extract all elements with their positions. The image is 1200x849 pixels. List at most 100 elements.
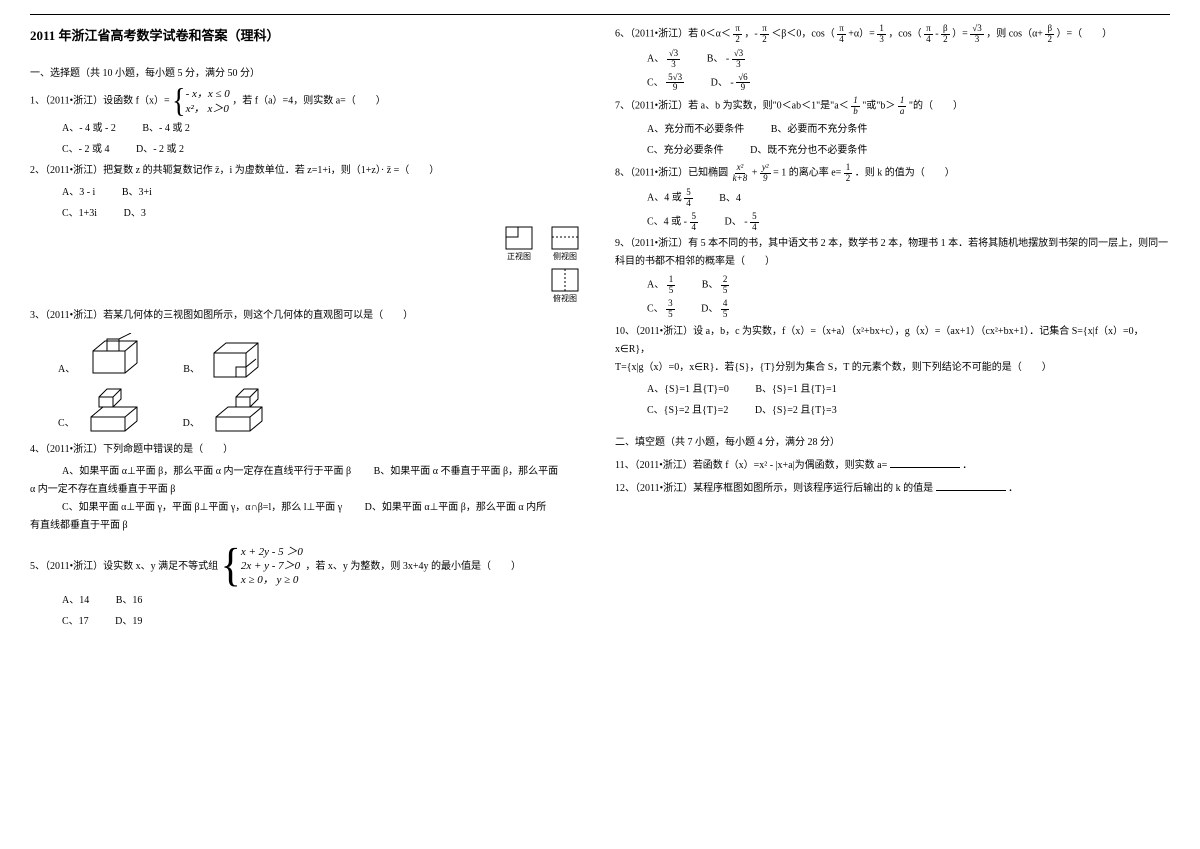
q10-opt-d: D、{S}=2 且{T}=3 xyxy=(755,402,837,420)
doc-title: 2011 年浙江省高考数学试卷和答案（理科） xyxy=(30,24,585,47)
q7-c: "的（ ） xyxy=(909,101,963,112)
q10-options: A、{S}=1 且{T}=0 B、{S}=1 且{T}=1 C、{S}=2 且{… xyxy=(615,381,1170,420)
front-view-icon xyxy=(505,226,533,250)
q5-opt-a: A、14 xyxy=(62,592,89,610)
q2-opt-a: A、3 - i xyxy=(62,184,95,202)
q12-stem: 12、（2011•浙江）某程序框图如图所示，则该程序运行后输出的 k 的值是 xyxy=(615,483,933,494)
q2-opt-d: D、3 xyxy=(124,205,146,223)
q4-options: A、如果平面 α⊥平面 β，那么平面 α 内一定存在直线平行于平面 β B、如果… xyxy=(30,463,585,535)
q8-options: A、4 或 54 B、4 C、4 或 - 54 D、 - 54 xyxy=(615,188,1170,233)
solid-d-icon xyxy=(210,387,268,433)
q8-b: 的离心率 e= xyxy=(789,168,842,179)
q1-stem-b: ，若 f（a）=4，则实数 a=（ ） xyxy=(232,96,386,107)
q10-opt-a: A、{S}=1 且{T}=0 xyxy=(647,381,729,399)
q5: 5、（2011•浙江）设实数 x、y 满足不等式组 { x + 2y - 5 ＞… xyxy=(30,545,585,588)
q9: 9、（2011•浙江）有 5 本不同的书，其中语文书 2 本，数学书 2 本，物… xyxy=(615,235,1170,271)
q7-a: 7、（2011•浙江）若 a、b 为实数，则"0＜ab＜1"是"a＜ xyxy=(615,101,849,112)
q1-opt-b: B、- 4 或 2 xyxy=(142,120,190,138)
q1: 1、（2011•浙江）设函数 f（x）= { - x，x ≤ 0 x²， x＞0… xyxy=(30,87,585,116)
q9-options: A、 15 B、 25 C、 35 D、 45 xyxy=(615,275,1170,320)
q6: 6、（2011•浙江）若 0＜α＜ π2 ，- π2 ＜β＜0，cos（ π4 … xyxy=(615,24,1170,45)
page: 2011 年浙江省高考数学试卷和答案（理科） 一、选择题（共 10 小题，每小题… xyxy=(0,0,1200,849)
q3-label-d: D、 xyxy=(183,415,200,433)
q10-l2: T={x|g（x）=0，x∈R}．若{S}，{T}分别为集合 S，T 的元素个数… xyxy=(615,359,1170,377)
q4-opt-b-1: B、如果平面 α 不垂直于平面 β，那么平面 xyxy=(374,466,559,477)
q5-system: { x + 2y - 5 ＞0 2x + y - 7＞0 x ≥ 0， y ≥ … xyxy=(221,545,303,588)
q2-opt-c: C、1+3i xyxy=(62,205,97,223)
side-view-icon xyxy=(551,226,579,250)
q1-stem-a: 1、（2011•浙江）设函数 f（x）= xyxy=(30,96,170,107)
q12-blank xyxy=(936,479,1006,491)
q3-label-c: C、 xyxy=(58,415,75,433)
q6-a: 6、（2011•浙江）若 0＜α＜ xyxy=(615,29,731,40)
q5-stem-a: 5、（2011•浙江）设实数 x、y 满足不等式组 xyxy=(30,561,218,572)
q6-e: ，cos（ xyxy=(888,29,921,40)
q11: 11、（2011•浙江）若函数 f（x）=x² - |x+a|为偶函数，则实数 … xyxy=(615,456,1170,475)
q6-i: ）=（ ） xyxy=(1057,29,1113,40)
q7-opt-d: D、既不充分也不必要条件 xyxy=(750,142,867,160)
q6-h: ，则 cos（α+ xyxy=(986,29,1043,40)
q6-b: ，- xyxy=(744,29,757,40)
q1-case-top: - x，x ≤ 0 xyxy=(186,87,230,101)
q4-opt-b-2: α 内一定不存在直线垂直于平面 β xyxy=(30,481,585,499)
q8-a: 8、（2011•浙江）已知椭圆 xyxy=(615,168,728,179)
q2: 2、（2011•浙江）把复数 z 的共轭复数记作 z̄，i 为虚数单位．若 z=… xyxy=(30,162,585,180)
q7-opt-b: B、必要而不充分条件 xyxy=(771,121,868,139)
q1-opt-d: D、- 2 或 2 xyxy=(136,141,184,159)
view-top-label: 俯视图 xyxy=(553,292,577,306)
q10-opt-c: C、{S}=2 且{T}=2 xyxy=(647,402,728,420)
section-1: 一、选择题（共 10 小题，每小题 5 分，满分 50 分） xyxy=(30,65,585,83)
q11-stem: 11、（2011•浙江）若函数 f（x）=x² - |x+a|为偶函数，则实数 … xyxy=(615,460,887,471)
q5-options: A、14 B、16 C、17 D、19 xyxy=(30,592,585,631)
q3-options-row2: C、 D、 xyxy=(58,387,585,433)
q6-c: ＜β＜0，cos（ xyxy=(771,29,834,40)
q5-c1: x + 2y - 5 ＞0 xyxy=(241,545,303,559)
q10-opt-b: B、{S}=1 且{T}=1 xyxy=(755,381,836,399)
left-column: 2011 年浙江省高考数学试卷和答案（理科） 一、选择题（共 10 小题，每小题… xyxy=(30,18,585,831)
q5-opt-d: D、19 xyxy=(115,613,142,631)
top-view-icon xyxy=(551,268,579,292)
q3-label-a: A、 xyxy=(58,361,75,379)
solid-b-icon xyxy=(210,333,268,379)
q5-stem-b: ，若 x、y 为整数，则 3x+4y 的最小值是（ ） xyxy=(305,561,521,572)
q11-blank xyxy=(890,456,960,468)
q9-stem: 9、（2011•浙江）有 5 本不同的书，其中语文书 2 本，数学书 2 本，物… xyxy=(615,238,1168,267)
q7: 7、（2011•浙江）若 a、b 为实数，则"0＜ab＜1"是"a＜ 1b "或… xyxy=(615,96,1170,117)
q3-options-row1: A、 B、 xyxy=(58,333,585,379)
q4-opt-d-2: 有直线都垂直于平面 β xyxy=(30,517,585,535)
view-side-label: 侧视图 xyxy=(553,250,577,264)
q4-opt-c: C、如果平面 α⊥平面 γ，平面 β⊥平面 γ，α∩β=l，那么 l⊥平面 γ xyxy=(62,502,342,513)
q6-g: ）= xyxy=(952,29,968,40)
q8-c: ．则 k 的值为（ ） xyxy=(855,168,955,179)
q5-opt-b: B、16 xyxy=(116,592,143,610)
solid-a-icon xyxy=(85,333,143,379)
q8: 8、（2011•浙江）已知椭圆 x²k+8 + y²9 = 1 的离心率 e= … xyxy=(615,163,1170,184)
q10: 10、（2011•浙江）设 a，b，c 为实数，f（x）=（x+a）（x²+bx… xyxy=(615,323,1170,377)
q4: 4、（2011•浙江）下列命题中错误的是（ ） xyxy=(30,441,585,459)
q1-piecewise: { - x，x ≤ 0 x²， x＞0 xyxy=(172,87,230,116)
q1-opt-a: A、- 4 或 - 2 xyxy=(62,120,116,138)
brace-icon: { xyxy=(221,543,241,589)
section-2: 二、填空题（共 7 小题，每小题 4 分，满分 28 分） xyxy=(615,434,1170,452)
q3: 3、（2011•浙江）若某几何体的三视图如图所示，则这个几何体的直观图可以是（ … xyxy=(30,307,585,325)
q6-options: A、 √33 B、 - √33 C、 5√39 D、 - √69 xyxy=(615,49,1170,94)
q1-options: A、- 4 或 - 2 B、- 4 或 2 C、- 2 或 4 D、- 2 或 … xyxy=(30,120,585,159)
q10-l1: 10、（2011•浙江）设 a，b，c 为实数，f（x）=（x+a）（x²+bx… xyxy=(615,323,1170,359)
q2-opt-b: B、3+i xyxy=(122,184,152,202)
q5-c3: x ≥ 0， y ≥ 0 xyxy=(241,573,303,587)
q3-stem: 3、（2011•浙江）若某几何体的三视图如图所示，则这个几何体的直观图可以是（ … xyxy=(30,310,413,321)
q4-stem: 4、（2011•浙江）下列命题中错误的是（ ） xyxy=(30,444,233,455)
q3-label-b: B、 xyxy=(183,361,200,379)
q7-opt-a: A、充分而不必要条件 xyxy=(647,121,744,139)
q7-b: "或"b＞ xyxy=(862,101,895,112)
right-column: 6、（2011•浙江）若 0＜α＜ π2 ，- π2 ＜β＜0，cos（ π4 … xyxy=(615,18,1170,831)
q7-opt-c: C、充分必要条件 xyxy=(647,142,724,160)
q5-opt-c: C、17 xyxy=(62,613,89,631)
three-views: 正视图 侧视图 俯视图 xyxy=(499,226,585,307)
view-front-label: 正视图 xyxy=(507,250,531,264)
brace-icon: { xyxy=(172,85,185,119)
solid-c-icon xyxy=(85,387,143,433)
q4-opt-d-1: D、如果平面 α⊥平面 β，那么平面 α 内所 xyxy=(365,502,547,513)
q1-case-bot: x²， x＞0 xyxy=(186,102,230,116)
q2-stem: 2、（2011•浙江）把复数 z 的共轭复数记作 z̄，i 为虚数单位．若 z=… xyxy=(30,165,439,176)
